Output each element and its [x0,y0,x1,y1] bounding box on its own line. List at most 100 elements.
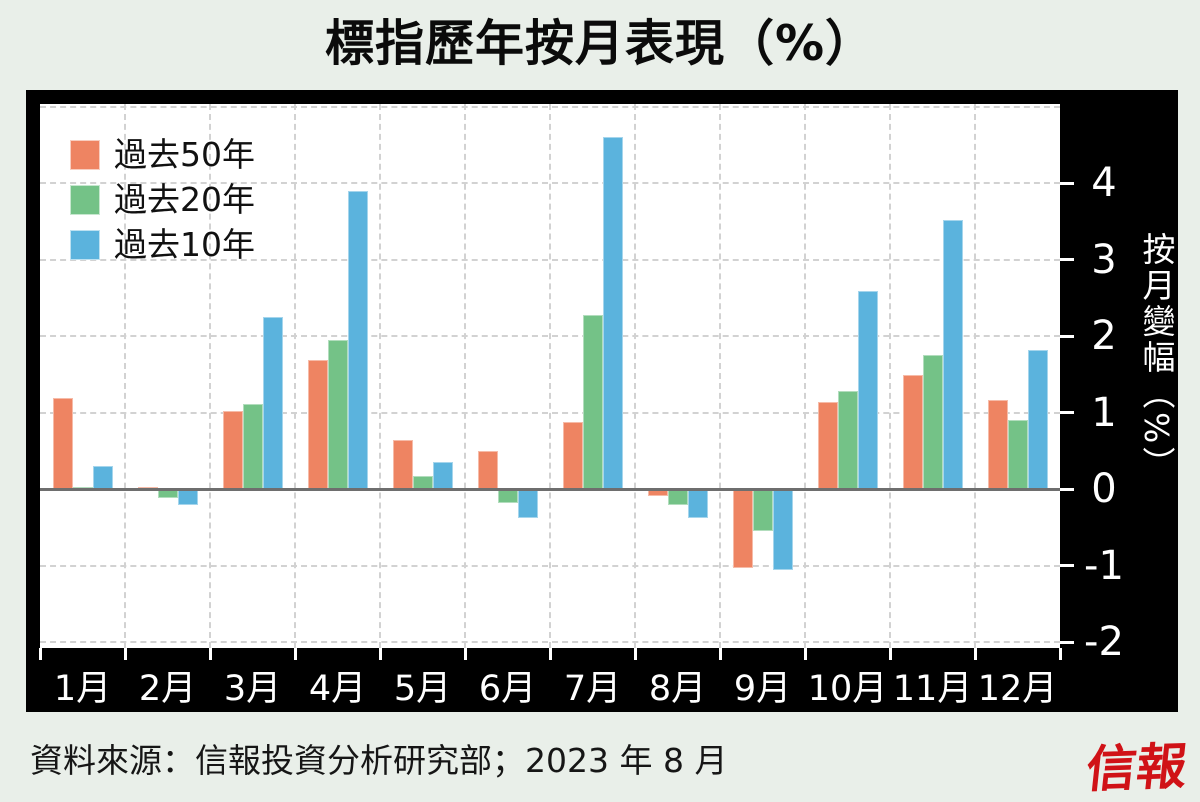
bar-過去20年-10月 [837,390,858,490]
bar-過去50年-9月 [732,489,753,569]
legend-label: 過去10年 [114,225,255,264]
gridline-v-3 [294,104,296,648]
x-axis-tick [719,648,722,660]
legend-swatch-icon [70,229,100,260]
x-axis-label-1月: 1月 [53,669,112,709]
x-axis-label-11月: 11月 [892,669,973,709]
bar-過去50年-7月 [562,421,583,490]
bar-過去10年-11月 [942,220,963,490]
y-axis-label--2: -2 [1084,619,1124,666]
bar-過去50年-3月 [222,411,243,490]
gridline-v-4 [379,104,381,648]
y-axis-label-3: 3 [1091,236,1117,283]
x-axis-label-8月: 8月 [648,669,707,709]
y-axis-tick [1060,334,1074,338]
legend-swatch-icon [70,139,100,170]
bar-過去20年-3月 [242,403,263,490]
y-axis-tick [1060,258,1074,262]
y-axis-label-4: 4 [1091,160,1117,207]
bar-過去10年-4月 [347,190,368,490]
y-axis-tick [1060,181,1074,185]
legend-row-1: 過去20年 [70,177,255,222]
bar-過去20年-11月 [922,355,943,490]
bar-過去10年-12月 [1027,350,1048,490]
x-axis-label-3月: 3月 [223,669,282,709]
y-axis-label-0: 0 [1091,466,1117,513]
y-axis-tick [1060,487,1074,491]
x-axis-tick [549,648,552,660]
x-axis-tick [209,648,212,660]
gridline-v-6 [549,104,551,648]
bar-過去10年-6月 [517,489,538,518]
x-axis-band: 1月 2月 3月 4月 5月 6月 7月 8月 9月 10月 11月 12月 [39,648,1062,712]
x-axis-tick [804,648,807,660]
gridline-v-5 [464,104,466,648]
zero-axis-line [40,488,1060,491]
x-axis-label-7月: 7月 [563,669,622,709]
bar-過去10年-1月 [92,466,113,490]
y-axis-tick [1060,640,1074,644]
brand-logo: 信報 [1083,737,1190,799]
bar-過去20年-12月 [1007,419,1028,490]
bar-過去10年-3月 [262,317,283,490]
y-axis-label-1: 1 [1091,389,1117,436]
plot-area: 過去50年過去20年過去10年 [40,104,1060,648]
x-axis-label-12月: 12月 [977,669,1058,709]
x-axis-label-5月: 5月 [393,669,452,709]
bar-過去50年-10月 [817,402,838,490]
bar-過去10年-7月 [602,137,623,490]
y-axis-tick [1060,411,1074,415]
gridline-v-2 [209,104,211,648]
x-axis-tick [124,648,127,660]
bar-過去20年-6月 [497,489,518,504]
x-axis-tick [1059,648,1062,660]
gridline-v-11 [974,104,976,648]
bar-過去20年-9月 [752,489,773,531]
y-axis-title: 按月變幅（%） [1137,232,1176,483]
gridline-v-9 [804,104,806,648]
x-axis-label-4月: 4月 [308,669,367,709]
y-axis-label--1: -1 [1084,542,1124,589]
gridline-v-8 [719,104,721,648]
bar-過去50年-5月 [392,439,413,490]
bar-過去20年-8月 [667,489,688,505]
x-axis-tick [294,648,297,660]
gridline-v-1 [124,104,126,648]
legend-label: 過去20年 [114,180,255,219]
bar-過去50年-6月 [477,451,498,490]
page-title: 標指歷年按月表現（%） [324,15,876,72]
legend: 過去50年過去20年過去10年 [70,132,255,267]
bar-過去10年-10月 [857,291,878,490]
gridline-v-10 [889,104,891,648]
bar-過去50年-4月 [307,360,328,490]
bar-過去10年-2月 [177,489,198,505]
y-axis-band: 按月變幅（%） 4 3 2 1 0 -1 -2 [1060,90,1178,712]
x-axis-label-9月: 9月 [733,669,792,709]
bar-過去10年-8月 [687,489,708,518]
legend-row-0: 過去50年 [70,132,255,177]
chart-frame: 過去50年 過去20年 過去10年 1月 2月 3月 4月 5月 6月 7月 8月 9月 10月 11月… [26,90,1178,712]
x-axis-label-6月: 6月 [478,669,537,709]
x-axis-label-2月: 2月 [138,669,197,709]
gridline-v-7 [634,104,636,648]
x-axis-tick [464,648,467,660]
x-axis-tick [39,648,42,660]
bar-過去20年-4月 [327,340,348,490]
legend-row-2: 過去10年 [70,222,255,267]
y-axis-tick [1060,564,1074,568]
x-axis-label-10月: 10月 [807,669,888,709]
legend-swatch-icon [70,184,100,215]
bar-過去10年-9月 [772,489,793,571]
bar-過去50年-1月 [52,398,73,490]
x-axis-tick [889,648,892,660]
legend-label: 過去50年 [114,135,255,174]
x-axis-tick [974,648,977,660]
x-axis-tick [379,648,382,660]
y-axis-label-2: 2 [1091,313,1117,360]
bar-過去20年-7月 [582,314,603,490]
source-note: 資料來源：信報投資分析研究部；2023 年 8 月 [30,741,728,780]
bar-過去50年-12月 [987,399,1008,490]
x-axis-tick [634,648,637,660]
bar-過去50年-11月 [902,375,923,490]
